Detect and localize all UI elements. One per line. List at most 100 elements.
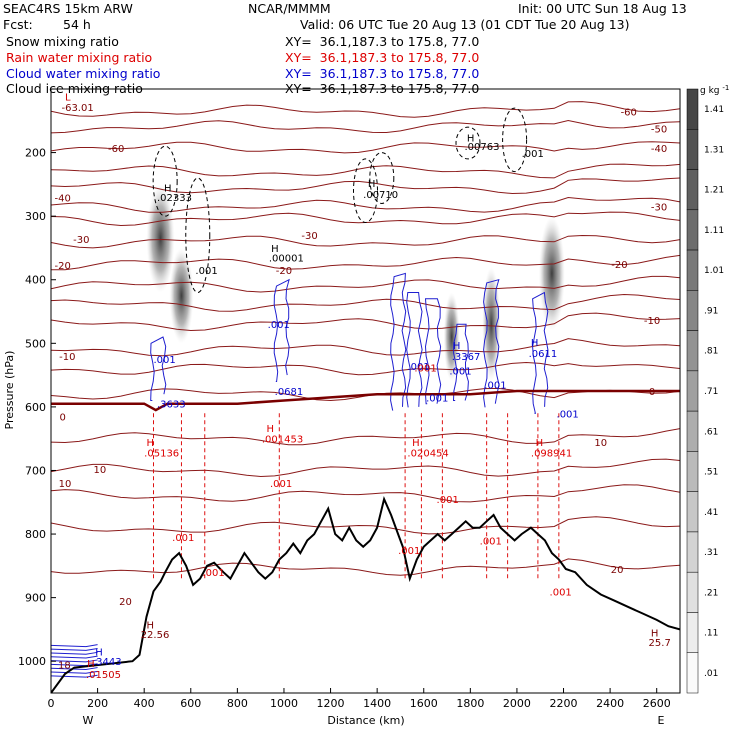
colorbar-label: .71 — [704, 387, 718, 397]
plot-frame — [50, 88, 681, 694]
colorbar-label: .91 — [704, 306, 718, 316]
cloud-ice-contour — [185, 177, 211, 293]
colorbar-swatch — [686, 612, 699, 653]
isotherm-label: -20 — [54, 261, 70, 272]
y-tick-label: 900 — [25, 592, 46, 605]
legend-snow: Snow mixing ratio — [6, 34, 119, 49]
cloud-water-contour — [390, 272, 407, 411]
colorbar-swatch — [686, 370, 699, 412]
contour-value-label: .001 — [414, 363, 436, 374]
contour-value-label: .3367 — [452, 352, 481, 363]
contour-value-label: H — [368, 179, 376, 190]
x-end-left-label: W — [83, 714, 94, 727]
x-tick-label: 2000 — [503, 697, 531, 710]
temperature-contours — [51, 101, 680, 576]
isotherm-label: -20 — [611, 260, 627, 271]
colorbar-swatch — [686, 451, 699, 492]
colorbar-label: .81 — [704, 347, 718, 357]
isotherm-line — [51, 361, 680, 376]
contour-value-label: H — [453, 341, 461, 352]
cloud-water-contour — [273, 278, 290, 383]
x-tick-label: 600 — [180, 697, 201, 710]
contour-value-label: .3633 — [157, 400, 186, 411]
x-tick-label: 1800 — [456, 697, 484, 710]
isotherm-line — [51, 558, 680, 576]
colorbar-label: .01 — [704, 669, 718, 679]
contour-value-label: H — [147, 438, 155, 449]
cloud-water-contour — [51, 667, 98, 670]
contour-value-label: H — [536, 438, 544, 449]
isotherm-label: -10 — [59, 352, 75, 363]
contour-value-label: H — [164, 184, 172, 195]
colorbar-swatch — [686, 169, 699, 211]
x-end-right-label: E — [658, 714, 665, 727]
y-tick-label: 300 — [25, 210, 46, 223]
contour-value-label: .3443 — [93, 657, 122, 668]
isotherm-line — [51, 484, 680, 503]
isotherm-label: -20 — [276, 266, 292, 277]
x-tick-label: 1400 — [363, 697, 391, 710]
contour-value-label: .01505 — [86, 670, 121, 681]
contour-value-label: .001 — [398, 546, 420, 557]
isotherm-label: 10 — [94, 465, 107, 476]
colorbar-swatch — [686, 491, 699, 533]
cloud-ice-contour — [369, 152, 395, 204]
contour-value-label: .001 — [426, 393, 448, 404]
isotherm-line — [51, 428, 680, 446]
colorbar-swatch — [686, 249, 699, 291]
contour-value-label: .001 — [270, 479, 292, 490]
isotherm-line — [51, 312, 680, 332]
y-tick-label: 500 — [25, 337, 46, 350]
contour-value-label: .001 — [407, 362, 429, 373]
y-tick-label: 1000 — [18, 655, 46, 668]
legend-rain-xy: XY= 36.1,187.3 to 175.8, 77.0 — [285, 50, 480, 65]
isotherm-line — [51, 275, 680, 293]
colorbar-label: .31 — [704, 548, 718, 558]
isotherm-line — [51, 338, 680, 357]
contour-labels: -60 -60 -50 -40 -40 -30 -30 -30 -20 -20 -20 -10 -10 0… — [54, 93, 670, 681]
contour-value-label: H — [147, 620, 155, 631]
colorbar-swatch — [686, 652, 699, 694]
legend-cloud-water-xy: XY= 36.1,187.3 to 175.8, 77.0 — [285, 66, 480, 81]
contour-value-label: .001 — [172, 533, 194, 544]
isotherm-label: -10 — [644, 316, 660, 327]
y-tick-label: 400 — [25, 274, 46, 287]
x-tick-label: 2400 — [596, 697, 624, 710]
header: SEAC4RS 15km ARW NCAR/MMMM Init: 00 UTC … — [0, 0, 740, 100]
colorbar-swatch — [686, 330, 699, 372]
contour-value-label: .001453 — [262, 435, 303, 446]
colorbar-label: .41 — [704, 508, 718, 518]
cloud-water-contour — [532, 291, 549, 414]
isotherm-line — [51, 196, 680, 213]
isotherm-label: 0 — [59, 412, 65, 423]
snow-shade — [538, 216, 565, 331]
x-tick-label: 200 — [87, 697, 108, 710]
isotherm-line — [51, 163, 680, 179]
fcst-value: 54 h — [63, 17, 91, 32]
contour-value-label: H — [651, 629, 659, 640]
isotherm-line — [51, 293, 680, 312]
isotherm-label: -30 — [73, 235, 89, 246]
contour-value-label: .02333 — [157, 193, 192, 204]
legend-rain: Rain water mixing ratio — [6, 50, 153, 65]
colorbar-label: 1.21 — [704, 186, 724, 196]
y-tick-label: 200 — [25, 147, 46, 160]
model-title: SEAC4RS 15km ARW — [3, 1, 133, 16]
colorbar-swatch — [686, 290, 699, 331]
contour-value-label: .020454 — [407, 449, 448, 460]
cloud-water-contour — [150, 336, 167, 402]
cloud-water-contour — [406, 292, 423, 408]
contour-value-label: .00763 — [465, 142, 500, 153]
contour-value-label: .001 — [268, 320, 290, 331]
isotherm-line — [51, 177, 680, 195]
isotherm-label: 10 — [594, 438, 607, 449]
cloud-water-contour — [483, 278, 500, 408]
terrain-profile — [51, 496, 680, 693]
terrain-line — [51, 496, 680, 693]
cloud-ice-contour — [455, 126, 481, 160]
isotherm-label: -60 — [621, 107, 637, 118]
contour-value-label: -63.01 — [61, 103, 93, 114]
init-time: Init: 00 UTC Sun 18 Aug 13 — [518, 1, 687, 16]
isotherm-label: -40 — [651, 144, 667, 155]
